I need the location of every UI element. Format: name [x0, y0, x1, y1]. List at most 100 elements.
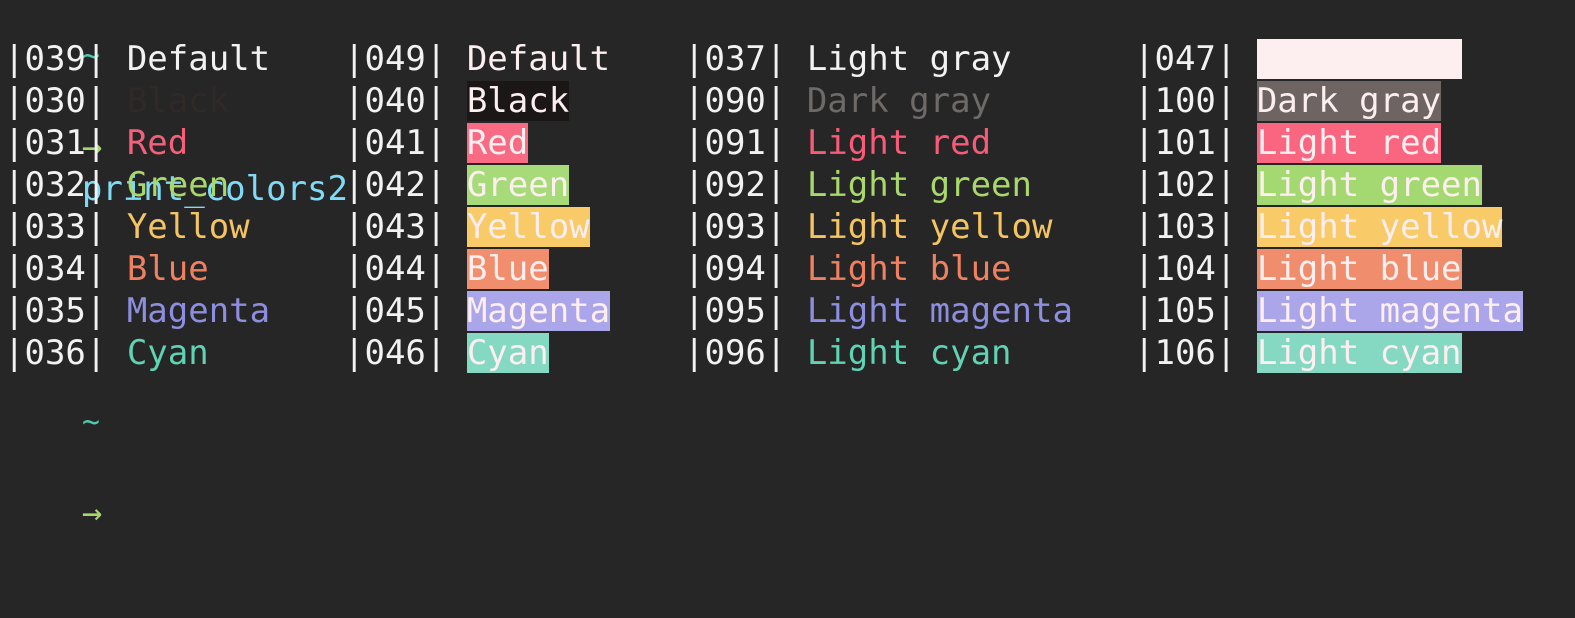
color-label: Black — [126, 81, 230, 121]
color-table: |039| Default |049| Default |037| Light gr… — [0, 38, 1575, 374]
terminal-window: ~ → print_colors2 |039| Default |049| Def… — [0, 0, 1575, 533]
color-code: |103| — [1134, 207, 1257, 247]
color-cell: |034| Blue — [4, 248, 209, 290]
table-row: |031| Red |041| Red |091| Light red |101| L… — [0, 122, 1575, 164]
color-label: Cyan — [466, 333, 549, 373]
color-label: Light blue — [806, 249, 1012, 289]
color-label: Yellow — [466, 207, 590, 247]
color-cell: |030| Black — [4, 80, 229, 122]
color-code: |096| — [684, 333, 807, 373]
color-cell: |105| Light magenta — [1134, 290, 1523, 332]
color-cell: |091| Light red — [684, 122, 991, 164]
color-cell: |041| Red — [344, 122, 529, 164]
color-cell: |047| Light gray — [1134, 38, 1462, 80]
color-code: |100| — [1134, 81, 1257, 121]
color-cell: |045| Magenta — [344, 290, 611, 332]
color-label: Light blue — [1256, 249, 1462, 289]
color-cell: |093| Light yellow — [684, 206, 1052, 248]
color-label: Dark gray — [1256, 81, 1442, 121]
color-label: Yellow — [126, 207, 250, 247]
prompt-tilde-icon: ~ — [81, 405, 100, 440]
color-cell: |046| Cyan — [344, 332, 549, 374]
color-code: |090| — [684, 81, 807, 121]
color-cell: |092| Light green — [684, 164, 1032, 206]
color-label: Light cyan — [1256, 333, 1462, 373]
color-code: |045| — [344, 291, 467, 331]
color-cell: |103| Light yellow — [1134, 206, 1503, 248]
color-cell: |033| Yellow — [4, 206, 250, 248]
color-label: Green — [466, 165, 570, 205]
color-cell: |035| Magenta — [4, 290, 270, 332]
color-code: |030| — [4, 81, 127, 121]
color-code: |035| — [4, 291, 127, 331]
color-code: |040| — [344, 81, 467, 121]
color-code: |047| — [1134, 39, 1257, 79]
color-cell: |032| Green — [4, 164, 229, 206]
color-label: Light gray — [806, 39, 1012, 79]
color-label: Dark gray — [806, 81, 992, 121]
color-cell: |102| Light green — [1134, 164, 1482, 206]
color-cell: |096| Light cyan — [684, 332, 1012, 374]
color-cell: |036| Cyan — [4, 332, 209, 374]
color-cell: |043| Yellow — [344, 206, 590, 248]
color-code: |031| — [4, 123, 127, 163]
color-cell: |040| Black — [344, 80, 570, 122]
color-cell: |094| Light blue — [684, 248, 1012, 290]
color-label: Magenta — [466, 291, 611, 331]
color-label: Light gray — [1256, 39, 1462, 79]
prompt-line-bottom[interactable]: ~ → — [0, 364, 1575, 533]
color-code: |037| — [684, 39, 807, 79]
color-code: |041| — [344, 123, 467, 163]
table-row: |030| Black |040| Black |090| Dark gray |10… — [0, 80, 1575, 122]
color-label: Light green — [1256, 165, 1482, 205]
color-label: Default — [466, 39, 611, 79]
table-row: |036| Cyan |046| Cyan |096| Light cyan |106… — [0, 332, 1575, 374]
prompt-tilde-icon: ~ — [81, 39, 100, 74]
prompt-spacer — [82, 451, 123, 491]
table-row: |032| Green |042| Green |092| Light green |… — [0, 164, 1575, 206]
color-code: |046| — [344, 333, 467, 373]
color-cell: |042| Green — [344, 164, 570, 206]
color-cell: |104| Light blue — [1134, 248, 1462, 290]
color-cell: |101| Light red — [1134, 122, 1442, 164]
color-label: Blue — [466, 249, 549, 289]
color-label: Light magenta — [1256, 291, 1523, 331]
color-code: |093| — [684, 207, 807, 247]
color-label: Light magenta — [806, 291, 1073, 331]
color-cell: |049| Default — [344, 38, 610, 80]
color-cell: |100| Dark gray — [1134, 80, 1442, 122]
color-code: |042| — [344, 165, 467, 205]
color-code: |034| — [4, 249, 127, 289]
color-code: |101| — [1134, 123, 1257, 163]
color-code: |091| — [684, 123, 807, 163]
table-row: |039| Default |049| Default |037| Light gr… — [0, 38, 1575, 80]
prompt-line-top: ~ → print_colors2 — [0, 0, 1575, 209]
color-label: Blue — [126, 249, 209, 289]
table-row: |034| Blue |044| Blue |094| Light blue |104… — [0, 248, 1575, 290]
color-code: |043| — [344, 207, 467, 247]
color-label: Light yellow — [1256, 207, 1503, 247]
color-code: |032| — [4, 165, 127, 205]
color-cell: |039| Default — [4, 38, 270, 80]
color-cell: |044| Blue — [344, 248, 549, 290]
table-row: |035| Magenta |045| Magenta |095| Light ma… — [0, 290, 1575, 332]
color-label: Light yellow — [806, 207, 1053, 247]
color-label: Light cyan — [806, 333, 1012, 373]
color-label: Light red — [1256, 123, 1442, 163]
color-cell: |090| Dark gray — [684, 80, 991, 122]
prompt-arrow-icon: → — [81, 127, 103, 167]
color-label: Red — [126, 123, 189, 163]
color-code: |049| — [344, 39, 467, 79]
color-code: |092| — [684, 165, 807, 205]
color-code: |105| — [1134, 291, 1257, 331]
color-label: Default — [126, 39, 271, 79]
color-code: |094| — [684, 249, 807, 289]
color-label: Black — [466, 81, 570, 121]
color-label: Green — [126, 165, 230, 205]
color-cell: |037| Light gray — [684, 38, 1012, 80]
color-code: |106| — [1134, 333, 1257, 373]
color-code: |044| — [344, 249, 467, 289]
color-cell: |031| Red — [4, 122, 188, 164]
color-code: |104| — [1134, 249, 1257, 289]
color-code: |039| — [4, 39, 127, 79]
